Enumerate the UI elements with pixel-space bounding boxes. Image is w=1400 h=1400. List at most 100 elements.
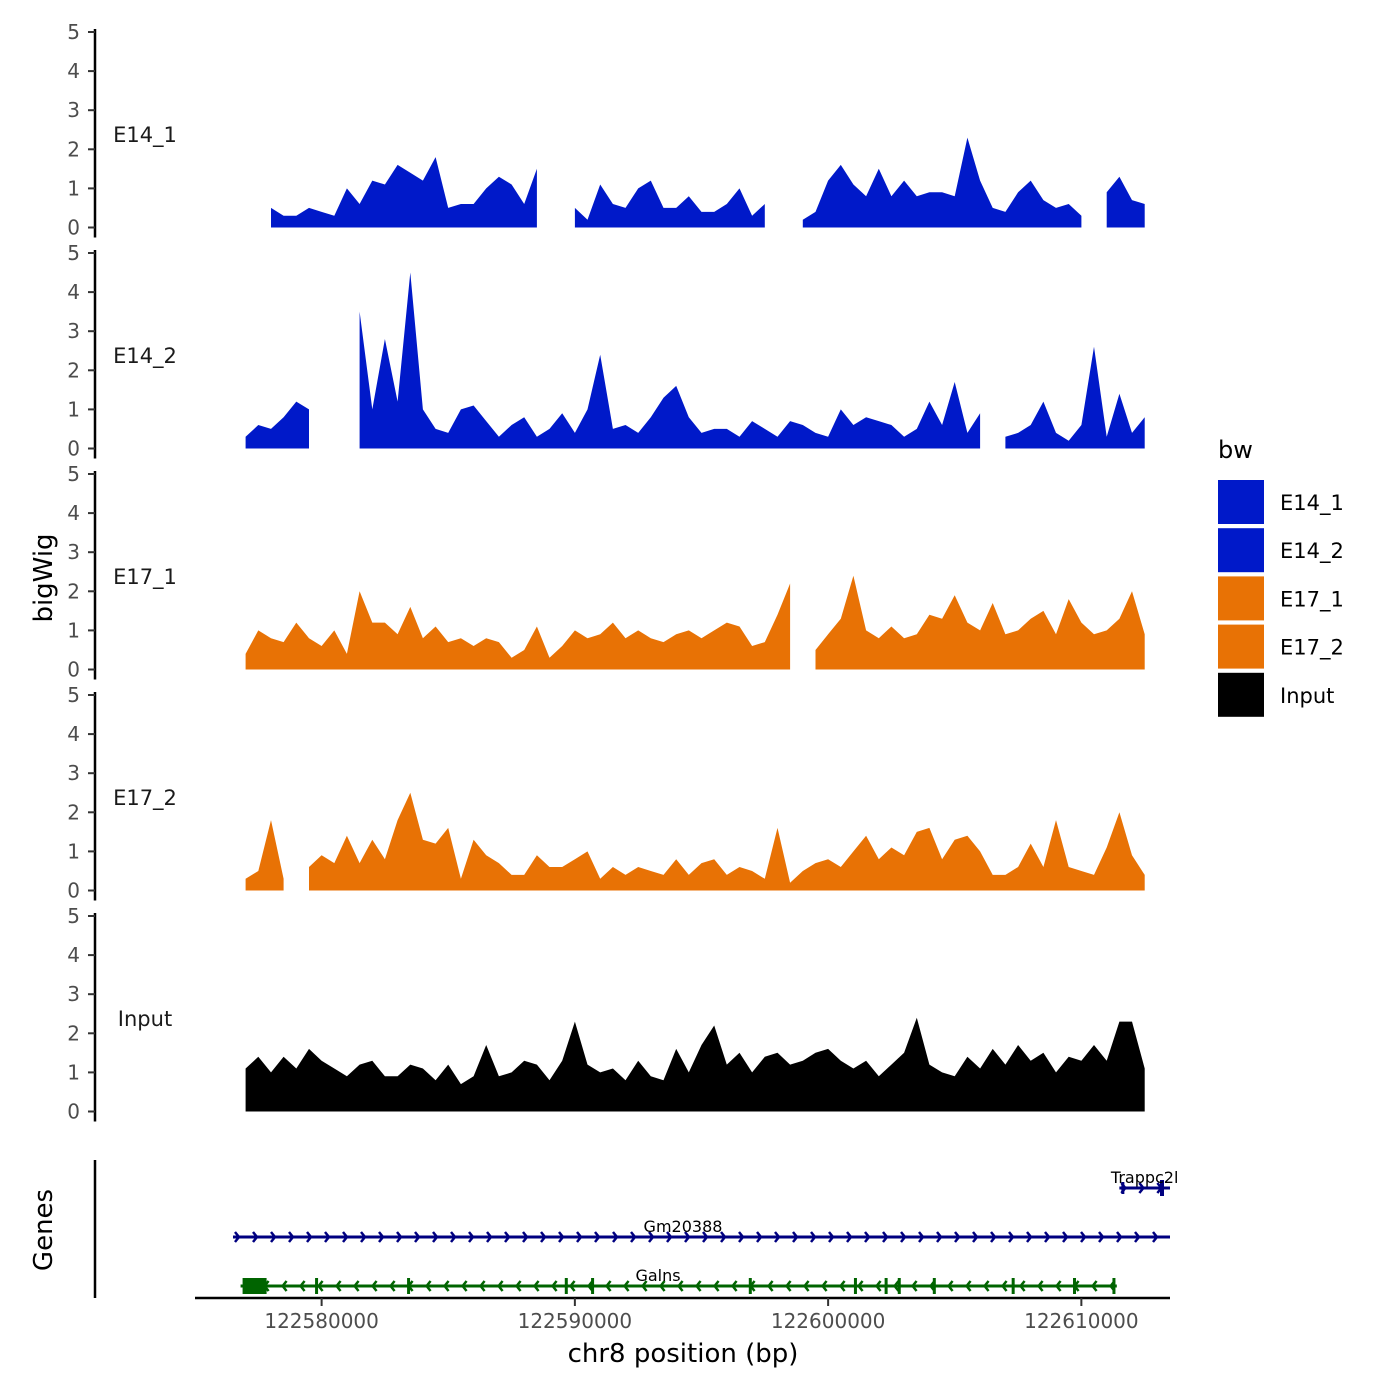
gene-arrow-Galns-13: [460, 1280, 468, 1292]
exon-Galns-1: [242, 1278, 267, 1294]
gene-arrow-Gm20388-11: [414, 1231, 421, 1243]
gene-arrow-Gm20388-41: [954, 1231, 961, 1243]
area-E14_2-segment-2: [359, 272, 981, 449]
y-tick-label-E17_1-5: 5: [67, 462, 80, 486]
y-axis-title: bigWig: [29, 533, 59, 622]
legend: bw E14_1 E14_2 E17_1 E17_2 Input: [1218, 436, 1344, 717]
y-tick-label-E17_1-4: 4: [67, 501, 80, 525]
y-tick-label-E17_2-5: 5: [67, 683, 80, 707]
y-tick-label-E17_2-1: 1: [67, 839, 80, 863]
area-E14_1-segment-4: [1106, 176, 1145, 228]
y-tick-label-E17_1-2: 2: [67, 579, 80, 603]
gene-arrow-Galns-23: [640, 1280, 648, 1292]
legend-label-E17_2: E17_2: [1280, 636, 1344, 661]
gene-arrow-Galns-15: [496, 1280, 504, 1292]
gene-arrow-Galns-36: [874, 1280, 882, 1292]
legend-title: bw: [1218, 436, 1253, 464]
gene-arrow-Gm20388-3: [270, 1231, 277, 1243]
gene-arrow-Gm20388-22: [612, 1231, 619, 1243]
track-E17_1: 0 1 2 3 4 5 E17_1: [67, 462, 1145, 682]
y-tick-label-E17_1-1: 1: [67, 618, 80, 642]
y-tick-label-E14_2-1: 1: [67, 397, 80, 421]
x-tick-label-122580000: 122580000: [264, 1309, 379, 1333]
gene-arrow-Galns-28: [730, 1280, 738, 1292]
exon-Galns-5: [591, 1278, 595, 1294]
y-tick-label-E14_2-4: 4: [67, 280, 80, 304]
panel-label-E14_1: E14_1: [113, 123, 177, 148]
exon-Galns-11: [1011, 1278, 1015, 1294]
gene-arrow-Gm20388-52: [1152, 1231, 1159, 1243]
legend-key-E14_2: [1218, 528, 1264, 573]
legend-label-E14_2: E14_2: [1280, 539, 1344, 564]
gene-arrow-Gm20388-23: [630, 1231, 637, 1243]
gene-arrow-Galns-14: [478, 1280, 486, 1292]
gene-arrow-Galns-17: [532, 1280, 540, 1292]
x-tick-label-122600000: 122600000: [771, 1309, 886, 1333]
legend-label-E17_1: E17_1: [1280, 587, 1344, 612]
bigwig-tracks: 0 1 2 3 4 5 E14_1 0 1 2 3 4 5 E14_2 0 1 2 3 4 5 E17_1 0 1 2 3 4 5 E…: [67, 20, 1145, 1124]
gene-arrow-Gm20388-21: [594, 1231, 601, 1243]
gene-arrow-Galns-7: [352, 1280, 360, 1292]
gene-arrow-Galns-22: [622, 1280, 630, 1292]
panel-label-E17_1: E17_1: [113, 565, 177, 590]
y-tick-label-Input-1: 1: [67, 1060, 80, 1084]
gene-arrow-Gm20388-15: [486, 1231, 493, 1243]
x-axis: 122580000 122590000 122600000 122610000: [195, 1296, 1170, 1333]
y-tick-label-Input-5: 5: [67, 904, 80, 928]
gene-arrow-Gm20388-12: [432, 1231, 439, 1243]
gene-arrow-Galns-41: [964, 1280, 972, 1292]
exon-Galns-7: [853, 1278, 857, 1294]
gene-arrow-Galns-12: [442, 1280, 450, 1292]
gene-arrow-Gm20388-31: [774, 1231, 781, 1243]
gene-arrow-Gm20388-47: [1062, 1231, 1069, 1243]
gene-arrow-Gm20388-4: [288, 1231, 295, 1243]
gene-arrow-Galns-26: [694, 1280, 702, 1292]
gene-Gm20388: Gm20388: [232, 1217, 1170, 1243]
area-E17_2-segment-1: [245, 820, 284, 891]
gene-arrow-Gm20388-46: [1044, 1231, 1051, 1243]
gene-arrow-Gm20388-49: [1098, 1231, 1105, 1243]
gene-arrow-Galns-32: [802, 1280, 810, 1292]
gene-arrow-Gm20388-30: [756, 1231, 763, 1243]
gene-arrow-Galns-40: [946, 1280, 954, 1292]
gene-arrow-Galns-19: [568, 1280, 576, 1292]
gene-arrow-Gm20388-51: [1134, 1231, 1141, 1243]
panel-label-E17_2: E17_2: [113, 786, 177, 811]
x-tick-label-122590000: 122590000: [518, 1309, 633, 1333]
y-tick-label-E17_1-3: 3: [67, 540, 80, 564]
gene-arrow-Gm20388-50: [1116, 1231, 1123, 1243]
area-E17_2-segment-2: [309, 792, 1145, 891]
gene-label-Galns: Galns: [635, 1266, 680, 1285]
gene-arrow-Galns-42: [982, 1280, 990, 1292]
gene-label-Trappc2l: Trappc2l: [1110, 1168, 1179, 1187]
y-tick-label-E17_2-3: 3: [67, 761, 80, 785]
gene-arrow-Galns-9: [388, 1280, 396, 1292]
y-tick-label-Input-4: 4: [67, 943, 80, 967]
exon-Galns-4: [564, 1278, 568, 1294]
legend-key-E14_1: [1218, 480, 1264, 524]
gene-arrow-Gm20388-38: [900, 1231, 907, 1243]
legend-label-E14_1: E14_1: [1280, 491, 1344, 516]
gene-arrow-Galns-21: [604, 1280, 612, 1292]
area-E14_2-segment-1: [245, 401, 309, 449]
exon-Galns-6: [748, 1278, 752, 1294]
exon-Galns-8: [884, 1278, 888, 1294]
gene-arrow-Gm20388-43: [990, 1231, 997, 1243]
gene-arrow-Gm20388-37: [882, 1231, 889, 1243]
gene-arrow-Gm20388-34: [828, 1231, 835, 1243]
panel-label-E14_2: E14_2: [113, 344, 177, 369]
y-tick-label-E17_2-0: 0: [67, 879, 80, 903]
gene-arrow-Galns-43: [1000, 1280, 1008, 1292]
gene-arrow-Gm20388-35: [846, 1231, 853, 1243]
exon-Trappc2l-1: [1160, 1180, 1164, 1196]
gene-arrow-Galns-11: [424, 1280, 432, 1292]
gene-arrow-Gm20388-20: [576, 1231, 583, 1243]
area-E17_1-segment-2: [815, 575, 1145, 670]
y-tick-label-E14_1-1: 1: [67, 176, 80, 200]
area-E14_2-segment-3: [1005, 346, 1145, 449]
gene-arrow-Galns-5: [316, 1280, 324, 1292]
track-Input: 0 1 2 3 4 5 Input: [67, 904, 1145, 1124]
y-tick-label-E14_1-2: 2: [67, 137, 80, 161]
y-tick-label-Input-0: 0: [67, 1100, 80, 1124]
